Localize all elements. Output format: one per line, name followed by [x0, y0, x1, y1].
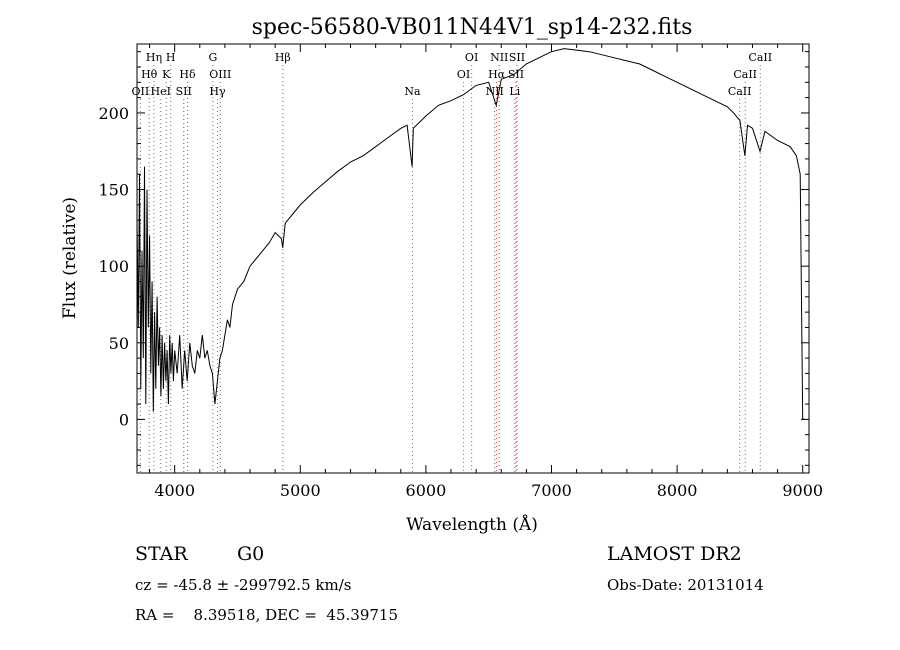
y-tick-label: 100: [98, 257, 129, 276]
spectral-line-label: OIII: [209, 68, 231, 81]
x-tick-label: 8000: [657, 481, 698, 500]
redshift-line: cz = -45.8 ± -299792.5 km/s: [135, 576, 351, 594]
spectral-line-label: Na: [404, 85, 421, 98]
series-layer: [136, 48, 806, 420]
spectral-line-label: Hγ: [209, 85, 226, 98]
obs-date-line: Obs-Date: 20131014: [607, 576, 764, 594]
spectral-line-label: CaII: [728, 85, 752, 98]
spectral-line-label: Hδ: [179, 68, 196, 81]
spectral-line-label: Hα: [488, 68, 506, 81]
spectral-line-label: NII: [490, 51, 508, 64]
spectrum-series-line: [136, 48, 806, 420]
plot-frame: [136, 43, 810, 474]
spectral-line-markers: [139, 65, 761, 473]
y-tick-label: 0: [119, 410, 129, 429]
object-class: STAR: [135, 543, 188, 565]
x-tick-label: 4000: [154, 481, 195, 500]
spectral-line-label: SII: [509, 51, 525, 64]
y-tick-label: 50: [109, 334, 129, 353]
spectral-line-label: HeI: [151, 85, 171, 98]
chart-title: spec-56580-VB011N44V1_sp14-232.fits: [252, 15, 693, 40]
spectral-line-label: G: [208, 51, 217, 64]
spectral-line-label: OI: [465, 51, 478, 64]
spectral-line-label: OI: [457, 68, 470, 81]
survey-name: LAMOST DR2: [607, 543, 742, 565]
x-tick-label: 5000: [280, 481, 321, 500]
spectral-line-label: OII: [132, 85, 150, 98]
x-tick-label: 6000: [406, 481, 447, 500]
x-axis: 4000 5000 6000 7000 8000 9000: [149, 44, 823, 500]
y-axis: 0 50 100 150 200: [98, 51, 809, 466]
y-tick-label: 200: [98, 104, 129, 123]
x-tick-label: 7000: [531, 481, 572, 500]
object-subclass: G0: [237, 543, 264, 565]
x-axis-label: Wavelength (Å): [406, 514, 538, 535]
spectral-line-label: NII: [486, 85, 504, 98]
spectral-line-label: H: [166, 51, 176, 64]
radec-line: RA = 8.39518, DEC = 45.39715: [135, 606, 398, 624]
x-tick-label: 9000: [782, 481, 823, 500]
spectral-line-label: CaII: [748, 51, 772, 64]
spectral-line-label: Li: [509, 85, 520, 98]
y-axis-label: Flux (relative): [60, 197, 80, 319]
spectral-line-label: Hθ: [141, 68, 158, 81]
spectral-line-label: Hη: [146, 51, 162, 64]
y-tick-label: 150: [98, 181, 129, 200]
spectral-line-label: CaII: [733, 68, 757, 81]
spectral-line-label: Hβ: [275, 51, 291, 64]
spectral-line-label: SII: [508, 68, 524, 81]
spectral-line-label: K: [162, 68, 171, 81]
spectral-line-label: SII: [176, 85, 192, 98]
